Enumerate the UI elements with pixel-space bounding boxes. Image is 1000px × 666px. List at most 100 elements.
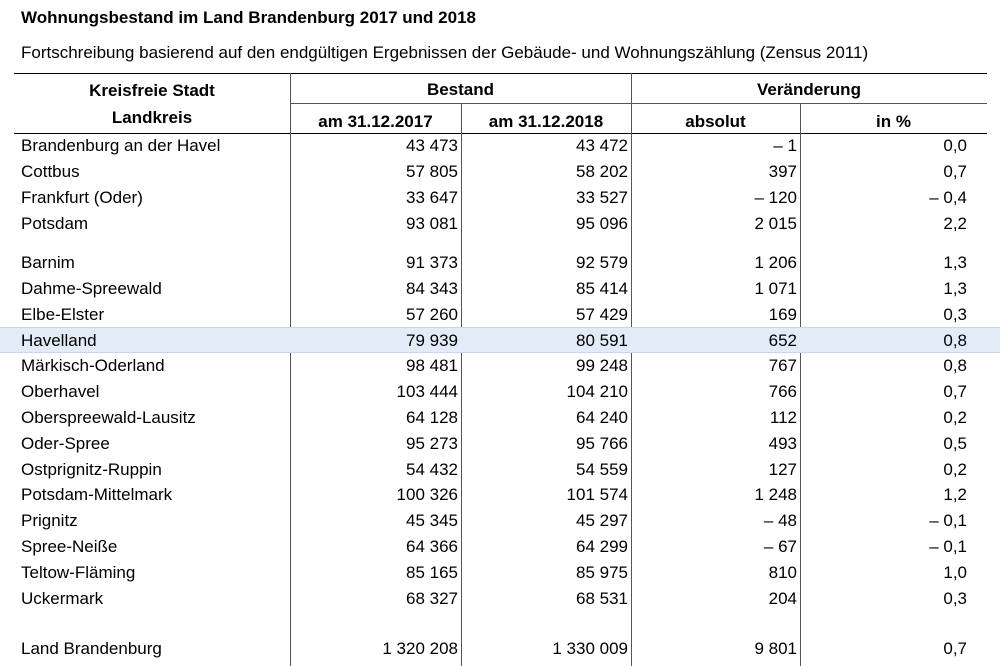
value-2017-cell: 95 273 (406, 434, 458, 453)
change-percent-cell: 0,2 (943, 408, 967, 427)
change-percent-cell: 0,2 (943, 460, 967, 479)
change-absolute-cell: 810 (768, 563, 797, 582)
table-row[interactable]: Barnim 91 373 92 579 1 206 1,3 (0, 250, 1000, 276)
value-2017-cell: 45 345 (406, 511, 458, 530)
table-row[interactable]: Märkisch-Oderland 98 481 99 248 767 0,8 (0, 353, 1000, 379)
group-header-bestand: Bestand (426, 80, 495, 99)
change-absolute-cell: – 48 (763, 511, 797, 530)
change-absolute-cell: – 1 (773, 136, 797, 155)
value-2018-cell: 80 591 (576, 331, 628, 350)
column-header-2017: am 31.12.2017 (318, 112, 433, 131)
value-2018-cell: 64 240 (576, 408, 628, 427)
value-2017-cell: 1 320 208 (382, 639, 458, 658)
header-top-rule (14, 73, 987, 74)
table-row[interactable]: Cottbus 57 805 58 202 397 0,7 (0, 159, 1000, 185)
header-bottom-rule (14, 133, 987, 134)
row-name-cell: Havelland (21, 331, 97, 350)
change-absolute-cell: 766 (768, 382, 797, 401)
value-2017-cell: 43 473 (406, 136, 458, 155)
table-row[interactable]: Havelland 79 939 80 591 652 0,8 (0, 327, 1000, 353)
value-2018-cell: 95 766 (576, 434, 628, 453)
value-2018-cell: 33 527 (576, 188, 628, 207)
change-absolute-cell: 1 248 (754, 485, 797, 504)
value-2017-cell: 91 373 (406, 253, 458, 272)
table-row[interactable]: Potsdam 93 081 95 096 2 015 2,2 (0, 211, 1000, 237)
row-name-cell: Cottbus (21, 162, 80, 181)
row-name-cell: Potsdam (21, 214, 89, 233)
table-row[interactable]: Brandenburg an der Havel 43 473 43 472 – 1 0… (0, 133, 1000, 159)
row-name-cell: Oberspreewald-Lausitz (21, 408, 196, 427)
change-percent-cell: 1,3 (943, 253, 967, 272)
change-absolute-cell: 127 (768, 460, 797, 479)
value-2018-cell: 85 414 (576, 279, 628, 298)
column-divider (631, 73, 632, 666)
value-2018-cell: 64 299 (576, 537, 628, 556)
change-absolute-cell: – 120 (754, 188, 797, 207)
change-percent-cell: – 0,1 (929, 537, 967, 556)
stub-header-line2: Landkreis (111, 108, 193, 127)
table-subtitle: Fortschreibung basierend auf den endgült… (21, 43, 869, 62)
change-absolute-cell: 204 (768, 589, 797, 608)
value-2017-cell: 100 326 (396, 485, 458, 504)
change-absolute-cell: 1 071 (754, 279, 797, 298)
change-absolute-cell: 767 (768, 356, 797, 375)
change-absolute-cell: 493 (768, 434, 797, 453)
table-row[interactable]: Dahme-Spreewald 84 343 85 414 1 071 1,3 (0, 276, 1000, 302)
change-absolute-cell: 169 (768, 305, 797, 324)
row-name-cell: Barnim (21, 253, 75, 272)
value-2018-cell: 57 429 (576, 305, 628, 324)
value-2018-cell: 58 202 (576, 162, 628, 181)
group-rule-veraenderung (631, 103, 987, 104)
change-percent-cell: 0,0 (943, 136, 967, 155)
group-header-veraenderung: Veränderung (757, 80, 861, 99)
change-absolute-cell: 9 801 (754, 639, 797, 658)
table-row[interactable]: Ostprignitz-Ruppin 54 432 54 559 127 0,2 (0, 457, 1000, 483)
change-percent-cell: 0,7 (943, 639, 967, 658)
value-2018-cell: 85 975 (576, 563, 628, 582)
column-divider (461, 104, 462, 666)
table-title: Wohnungsbestand im Land Brandenburg 2017… (21, 8, 476, 27)
value-2017-cell: 57 260 (406, 305, 458, 324)
value-2017-cell: 103 444 (396, 382, 458, 401)
table-row[interactable]: Spree-Neiße 64 366 64 299 – 67 – 0,1 (0, 534, 1000, 560)
change-percent-cell: 2,2 (943, 214, 967, 233)
row-name-cell: Ostprignitz-Ruppin (21, 460, 162, 479)
change-percent-cell: 1,2 (943, 485, 967, 504)
table-row[interactable]: Potsdam-Mittelmark 100 326 101 574 1 248 1,2 (0, 482, 1000, 508)
column-divider (290, 73, 291, 666)
change-percent-cell: 1,0 (943, 563, 967, 582)
row-name-cell: Dahme-Spreewald (21, 279, 162, 298)
value-2018-cell: 104 210 (566, 382, 628, 401)
row-name-cell: Oder-Spree (21, 434, 110, 453)
table-row[interactable]: Teltow-Fläming 85 165 85 975 810 1,0 (0, 560, 1000, 586)
change-percent-cell: 0,7 (943, 162, 967, 181)
table-row[interactable]: Frankfurt (Oder) 33 647 33 527 – 120 – 0,4 (0, 185, 1000, 211)
value-2017-cell: 85 165 (406, 563, 458, 582)
value-2018-cell: 68 531 (576, 589, 628, 608)
table-row[interactable]: Prignitz 45 345 45 297 – 48 – 0,1 (0, 508, 1000, 534)
value-2017-cell: 57 805 (406, 162, 458, 181)
row-name-cell: Oberhavel (21, 382, 100, 401)
column-header-prozent: in % (876, 112, 911, 131)
table-row[interactable]: Uckermark 68 327 68 531 204 0,3 (0, 586, 1000, 612)
column-divider (800, 104, 801, 666)
table-row[interactable]: Land Brandenburg 1 320 208 1 330 009 9 801 0… (0, 636, 1000, 662)
change-absolute-cell: 397 (768, 162, 797, 181)
column-header-absolut: absolut (685, 112, 746, 131)
row-name-cell: Potsdam-Mittelmark (21, 485, 173, 504)
change-percent-cell: 0,7 (943, 382, 967, 401)
change-absolute-cell: 2 015 (754, 214, 797, 233)
value-2017-cell: 84 343 (406, 279, 458, 298)
value-2017-cell: 64 128 (406, 408, 458, 427)
row-name-cell: Prignitz (21, 511, 78, 530)
table-row[interactable]: Elbe-Elster 57 260 57 429 169 0,3 (0, 302, 1000, 328)
change-absolute-cell: 1 206 (754, 253, 797, 272)
table-row[interactable]: Oberspreewald-Lausitz 64 128 64 240 112 0,2 (0, 405, 1000, 431)
table-row[interactable]: Oder-Spree 95 273 95 766 493 0,5 (0, 431, 1000, 457)
table-row[interactable]: Oberhavel 103 444 104 210 766 0,7 (0, 379, 1000, 405)
row-name-cell: Frankfurt (Oder) (21, 188, 143, 207)
change-percent-cell: 0,8 (943, 356, 967, 375)
change-percent-cell: 0,8 (943, 331, 967, 350)
row-name-cell: Land Brandenburg (21, 639, 162, 658)
